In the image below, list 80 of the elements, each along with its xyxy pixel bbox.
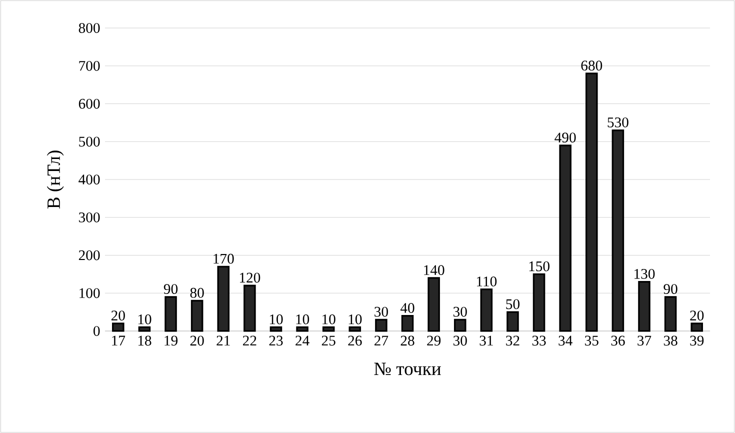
- bar: [690, 322, 703, 332]
- bar: [112, 322, 124, 332]
- bar: [480, 288, 493, 332]
- bar: [612, 129, 624, 332]
- x-tick-label: 30: [453, 336, 467, 346]
- data-label: 20: [690, 310, 704, 320]
- bar: [296, 326, 308, 332]
- data-label: 10: [270, 314, 283, 324]
- data-label: 170: [214, 254, 234, 264]
- x-tick-label: 32: [506, 336, 520, 346]
- data-label: 110: [476, 276, 497, 286]
- bar: [559, 144, 572, 332]
- bar: [217, 266, 230, 332]
- bar: [270, 326, 282, 332]
- bar: [190, 300, 204, 332]
- data-label: 10: [296, 314, 310, 324]
- bar: [638, 280, 650, 332]
- bar: [532, 273, 546, 332]
- bar: [664, 296, 677, 332]
- x-tick-label: 38: [664, 336, 678, 346]
- y-tick-label: 800: [78, 23, 100, 33]
- data-label: 130: [634, 268, 655, 279]
- x-tick-label: 18: [138, 336, 152, 346]
- x-tick-label: 17: [112, 336, 126, 346]
- x-axis-title: № точки: [374, 362, 441, 376]
- data-label: 140: [424, 265, 444, 276]
- x-tick-label: 24: [296, 336, 310, 346]
- bar: [428, 277, 440, 332]
- x-tick-label: 26: [348, 336, 362, 346]
- data-label: 80: [190, 288, 204, 298]
- bar: [348, 326, 362, 332]
- bar: [375, 318, 388, 332]
- data-label: 90: [664, 284, 678, 294]
- x-tick-label: 22: [242, 336, 256, 346]
- x-tick-label: 19: [164, 336, 178, 346]
- x-tick-label: 27: [374, 336, 388, 346]
- x-tick-label: 28: [400, 336, 414, 346]
- bar: [586, 72, 598, 332]
- x-tick-label: 37: [638, 336, 652, 346]
- data-label: 40: [400, 303, 414, 313]
- y-tick-label: 300: [79, 212, 100, 222]
- x-tick-label: 36: [611, 336, 625, 346]
- data-label: 530: [608, 117, 628, 128]
- data-label: 10: [322, 314, 336, 324]
- data-label: 10: [348, 314, 362, 324]
- x-tick-label: 39: [690, 336, 704, 346]
- data-label: 680: [581, 60, 602, 71]
- x-tick-label: 20: [190, 336, 204, 346]
- data-label: 120: [240, 272, 260, 283]
- x-tick-label: 21: [216, 336, 230, 346]
- bar: [506, 311, 519, 332]
- data-label: 50: [506, 299, 520, 310]
- data-label: 490: [554, 132, 576, 142]
- data-label: 150: [529, 261, 550, 272]
- data-label: 30: [453, 306, 467, 317]
- bar: [454, 318, 466, 332]
- data-label: 90: [164, 284, 178, 294]
- y-tick-label: 700: [79, 60, 100, 71]
- y-tick-label: 0: [94, 326, 100, 336]
- data-label: 20: [111, 310, 125, 320]
- data-label: 10: [138, 314, 152, 324]
- x-tick-label: 33: [532, 336, 546, 346]
- y-tick-label: 600: [78, 98, 100, 109]
- y-tick-label: 500: [79, 136, 100, 147]
- y-tick-label: 100: [80, 288, 100, 298]
- bar: [244, 284, 256, 332]
- bar: [138, 326, 151, 332]
- y-axis-title: B (нТл): [46, 150, 64, 209]
- x-tick-label: 29: [427, 336, 441, 346]
- bar: [164, 296, 177, 332]
- x-tick-label: 35: [585, 336, 598, 346]
- x-tick-label: 25: [322, 336, 336, 346]
- y-tick-label: 400: [78, 174, 100, 184]
- data-label: 30: [374, 306, 388, 317]
- x-tick-label: 34: [558, 336, 572, 346]
- y-tick-label: 200: [78, 250, 100, 260]
- x-tick-label: 23: [269, 336, 283, 346]
- bar: [322, 326, 335, 332]
- x-tick-label: 31: [480, 336, 493, 346]
- bar: [401, 315, 414, 332]
